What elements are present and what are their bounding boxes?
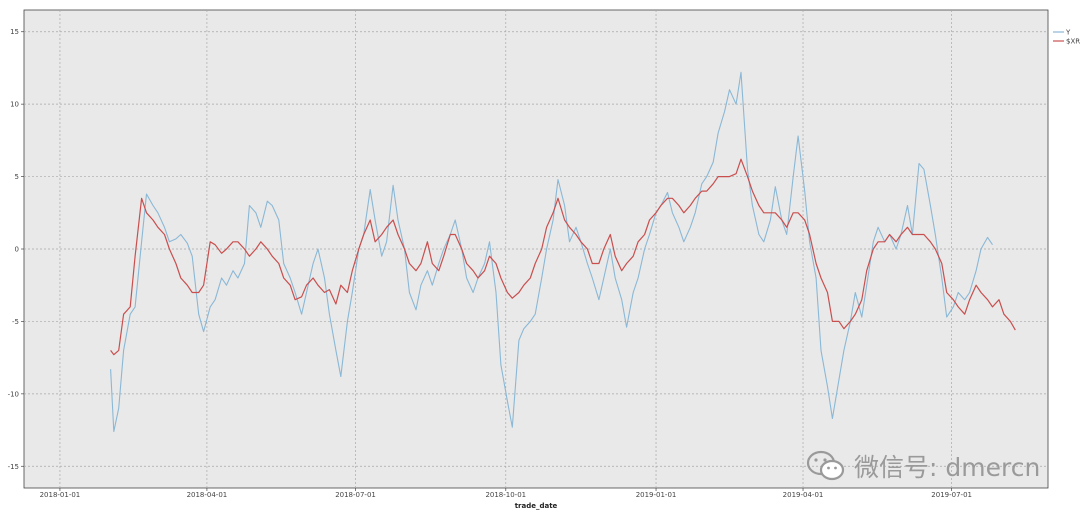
watermark: 微信号: dmercn [806,446,1056,486]
legend: Y$XR [1053,29,1080,46]
x-axis: 2018-01-01 2018-04-01 2018-07-01 2018-10-01… [40,488,972,499]
x-tick-label: 2019-07-01 [931,491,972,499]
x-axis-title: trade_date [515,502,558,510]
x-tick-label: 2018-10-01 [485,491,526,499]
legend-label: $XR [1066,38,1080,46]
y-tick-label: -15 [8,463,19,471]
watermark-text: 微信号: dmercn [854,453,1041,482]
y-tick-label: -10 [8,390,19,398]
series-lines [110,71,1016,433]
series-line-y [110,71,993,433]
x-tick-label: 2018-07-01 [335,491,376,499]
x-tick-label: 2019-01-01 [636,491,677,499]
y-tick-label: 15 [10,28,19,36]
wechat-icon [806,450,845,481]
y-tick-label: 5 [15,173,19,181]
grid-lines [24,10,1048,488]
x-tick-label: 2018-01-01 [40,491,81,499]
x-tick-label: 2018-04-01 [187,491,228,499]
legend-label: Y [1065,29,1071,37]
series-line-xr [110,158,1016,356]
y-tick-label: 10 [10,101,19,109]
y-tick-label: -5 [12,318,19,326]
x-tick-label: 2019-04-01 [783,491,824,499]
y-tick-label: 0 [15,246,19,254]
y-axis: 15 10 5 0 -5 -10 -15 [8,28,24,471]
